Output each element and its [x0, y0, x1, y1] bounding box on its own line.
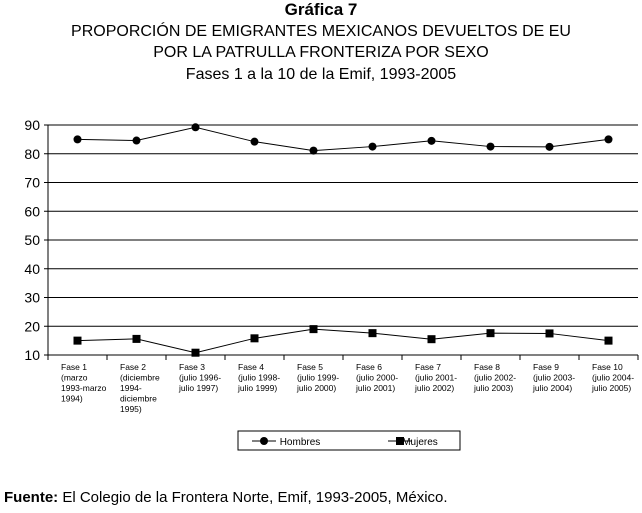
data-point-hombres	[250, 137, 259, 146]
data-point-hombres	[73, 135, 82, 144]
chart-title-line-2: POR LA PATRULLA FRONTERIZA POR SEXO	[153, 44, 489, 61]
chart-title-line-1: PROPORCIÓN DE EMIGRANTES MEXICANOS DEVUE…	[71, 23, 571, 40]
data-point-hombres	[427, 136, 436, 145]
data-point-mujeres	[486, 329, 495, 338]
data-point-hombres	[486, 142, 495, 151]
x-tick-label: Fase 10 (julio 2004-julio 2005)	[591, 362, 634, 393]
x-tick-label: Fase 2 (diciembre 1994-diciembre 1995)	[120, 362, 160, 414]
y-tick-label: 80	[24, 146, 40, 162]
legend-marker-hombres	[260, 437, 268, 445]
chart-subtitle: Fases 1 a la 10 de la Emif, 1993-2005	[185, 66, 457, 83]
x-tick-label: Fase 4 (julio 1998-julio 1999)	[237, 362, 280, 393]
y-tick-label: 90	[24, 117, 40, 133]
y-tick-label: 40	[24, 261, 40, 277]
x-tick-label: Fase 7 (julio 2001-julio 2002)	[414, 362, 457, 393]
x-tick-label: Fase 3 (julio 1996-julio 1997)	[178, 362, 221, 393]
data-point-mujeres	[191, 348, 200, 357]
y-tick-label: 20	[24, 318, 40, 334]
data-point-mujeres	[368, 329, 377, 338]
y-tick-label: 70	[24, 175, 40, 191]
y-tick-label: 50	[24, 232, 40, 248]
y-tick-label: 60	[24, 203, 40, 219]
data-point-mujeres	[309, 325, 318, 334]
x-tick-label: Fase 5 (julio 1999-julio 2000)	[296, 362, 339, 393]
x-tick-label: Fase 1 (marzo 1993-marzo 1994)	[61, 362, 107, 404]
source-note: Fuente: El Colegio de la Frontera Norte,…	[4, 489, 448, 507]
x-tick-label: Fase 9 (julio 2003-julio 2004)	[532, 362, 575, 393]
data-point-mujeres	[427, 335, 436, 344]
data-point-hombres	[604, 135, 613, 144]
source-label: Fuente:	[4, 489, 59, 506]
y-tick-label: 10	[24, 347, 40, 363]
data-point-mujeres	[250, 334, 259, 343]
chart-number: Gráfica 7	[284, 0, 358, 19]
data-point-mujeres	[604, 336, 613, 345]
data-point-hombres	[368, 142, 377, 151]
legend-box	[237, 430, 461, 451]
series-line-hombres	[77, 126, 609, 152]
legend-label-mujeres: Mujeres	[402, 437, 438, 448]
data-point-hombres	[191, 123, 200, 132]
x-tick-label: Fase 8 (julio 2002-julio 2003)	[473, 362, 516, 393]
data-point-mujeres	[73, 336, 82, 345]
y-tick-label: 30	[24, 290, 40, 306]
data-point-hombres	[545, 142, 554, 151]
source-text: El Colegio de la Frontera Norte, Emif, 1…	[62, 489, 448, 506]
series-line-mujeres	[77, 328, 609, 354]
legend-marker-mujeres	[396, 437, 404, 445]
data-point-mujeres	[132, 334, 141, 343]
x-tick-label: Fase 6 (julio 2000-julio 2001)	[355, 362, 398, 393]
data-point-hombres	[309, 146, 318, 155]
data-point-hombres	[132, 136, 141, 145]
legend-label-hombres: Hombres	[280, 437, 321, 448]
data-point-mujeres	[545, 329, 554, 338]
